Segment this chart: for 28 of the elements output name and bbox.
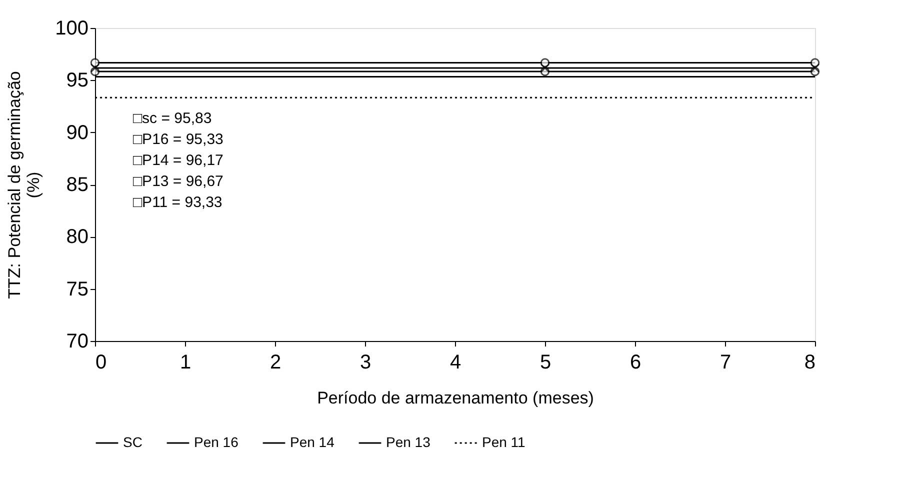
- legend-label: SC: [123, 434, 142, 450]
- annotation: □P13 = 96,67: [133, 173, 224, 190]
- x-tick-label: 1: [180, 352, 192, 374]
- x-tick-label: 2: [270, 352, 282, 374]
- annotation: □sc = 95,83: [133, 110, 212, 127]
- y-tick-label: 85: [66, 174, 88, 196]
- y-tick-label: 100: [55, 18, 88, 40]
- x-tick-label: 7: [720, 352, 732, 374]
- annotation: □P14 = 96,17: [133, 152, 224, 169]
- x-axis-title: Período de armazenamento (meses): [317, 388, 594, 408]
- x-tick-label: 8: [804, 352, 816, 374]
- x-tick-label: 4: [450, 352, 462, 374]
- x-tick-label: 3: [360, 352, 372, 374]
- legend-label: Pen 14: [290, 434, 335, 450]
- y-tick-label: 90: [66, 122, 88, 144]
- y-tick-label: 70: [66, 330, 88, 352]
- annotation: □P11 = 93,33: [133, 194, 222, 211]
- y-axis-title: TTZ: Potencial de germinação (%): [5, 71, 44, 299]
- y-tick-label: 80: [66, 226, 88, 248]
- y-tick-label: 75: [66, 278, 88, 300]
- legend-label: Pen 13: [386, 434, 431, 450]
- legend-label: Pen 16: [194, 434, 239, 450]
- y-tick-label: 95: [66, 70, 88, 92]
- x-tick-label: 0: [96, 352, 107, 374]
- annotation: □P16 = 95,33: [133, 131, 224, 148]
- x-tick-label: 5: [540, 352, 552, 374]
- legend-label: Pen 11: [482, 434, 526, 450]
- x-tick-label: 6: [630, 352, 642, 374]
